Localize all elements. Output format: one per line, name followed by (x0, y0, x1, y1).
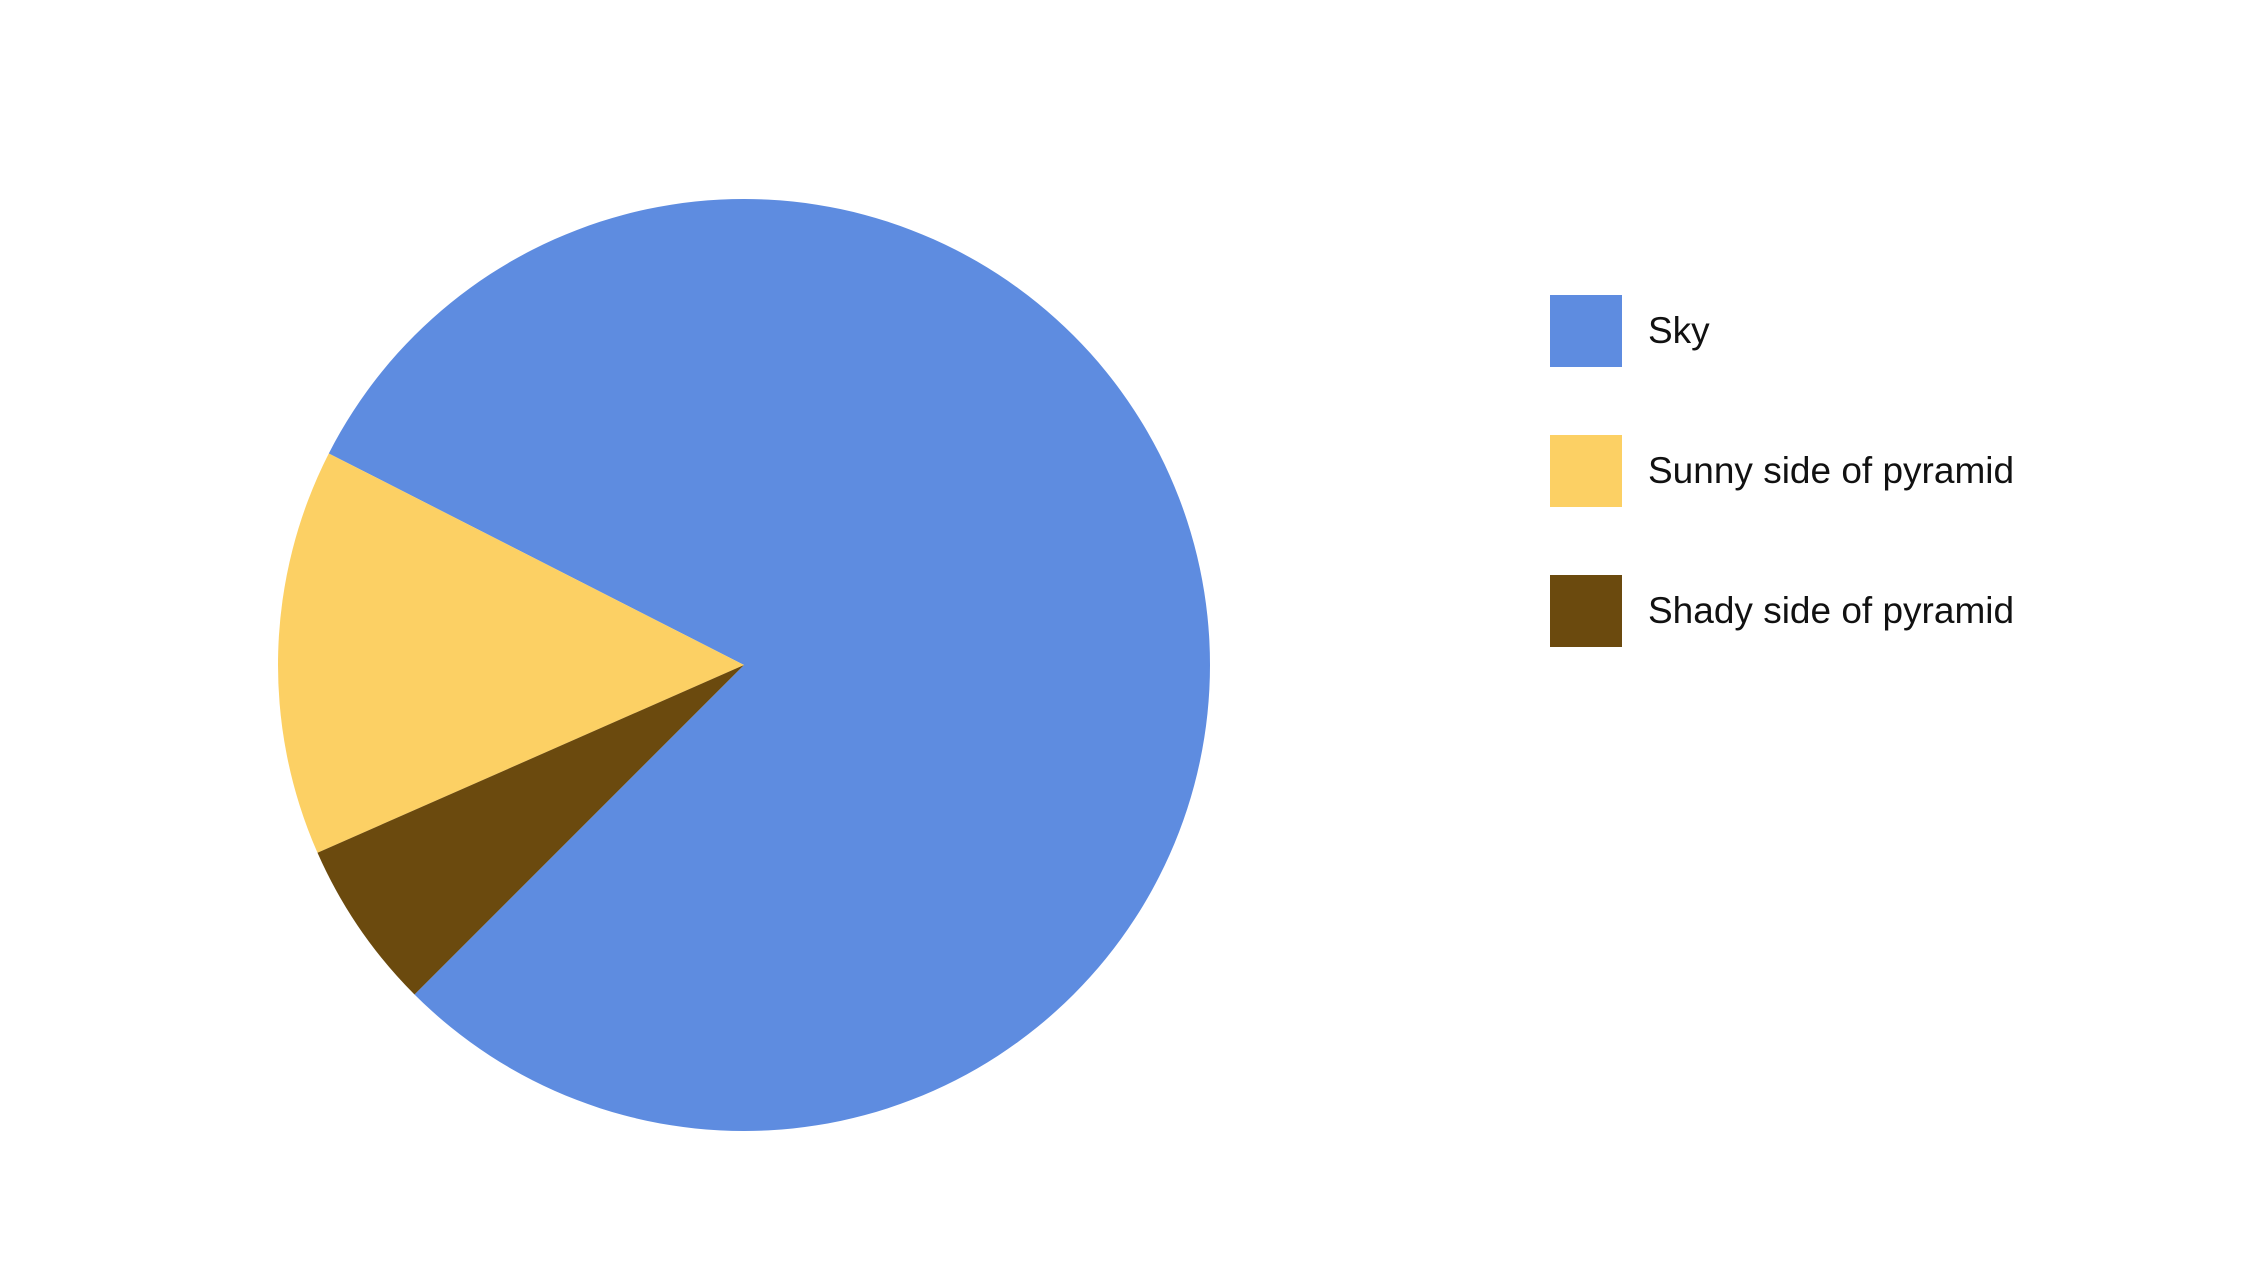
legend-label-shady-side: Shady side of pyramid (1648, 590, 2015, 631)
legend-label-sky: Sky (1648, 310, 1710, 351)
legend-swatch-sky (1550, 295, 1622, 367)
legend-item-shady-side: Shady side of pyramid (1550, 575, 2014, 647)
legend-item-sunny-side: Sunny side of pyramid (1550, 435, 2014, 507)
legend-item-sky: Sky (1550, 295, 2014, 367)
legend-swatch-sunny-side (1550, 435, 1622, 507)
pie-slice-sky (328, 198, 1211, 1131)
legend: Sky Sunny side of pyramid Shady side of … (1550, 295, 2014, 715)
pie-slice-sunny-side (278, 453, 744, 853)
legend-swatch-shady-side (1550, 575, 1622, 647)
pie-slice-shady-side (317, 665, 744, 995)
legend-label-sunny-side: Sunny side of pyramid (1648, 450, 2015, 491)
